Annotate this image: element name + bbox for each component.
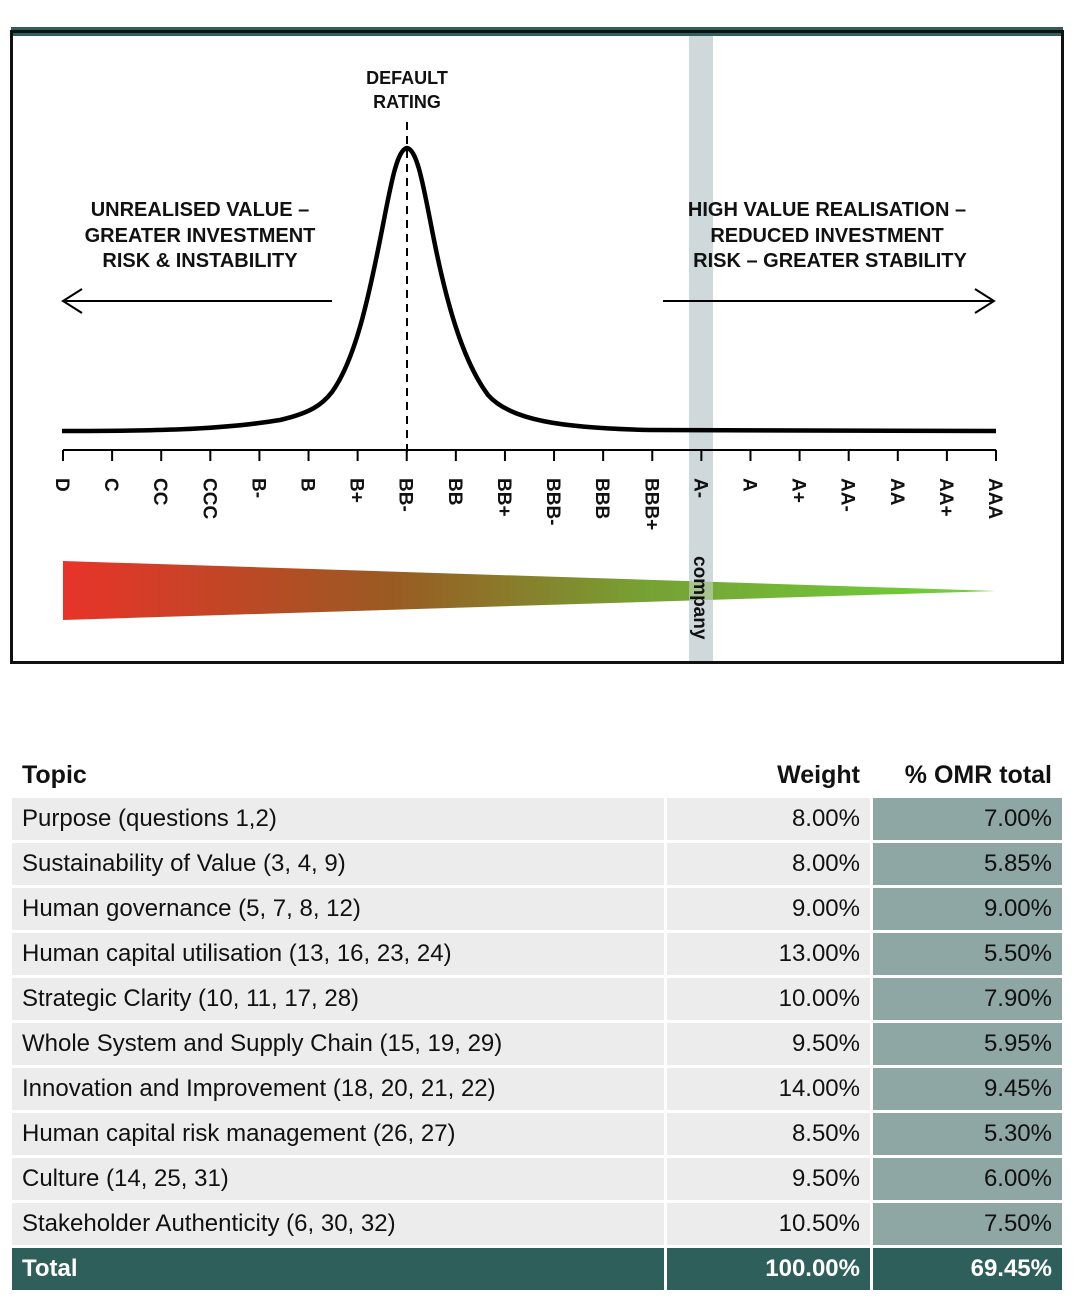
weight-cell: 9.50% <box>664 1023 870 1065</box>
rating-label: B+ <box>346 478 367 503</box>
rating-label: D <box>51 478 72 492</box>
rating-label: AA+ <box>935 478 956 517</box>
weight-cell: 10.50% <box>664 1203 870 1245</box>
right-text-line3: RISK – GREATER STABILITY <box>693 250 967 272</box>
rating-label: BBB- <box>542 478 563 526</box>
rating-label: CC <box>149 478 170 506</box>
rating-diagram-svg: D C CC CCC B- B B+ BB- BB BB+ BBB- BBB BBB+ A- A A+ AA- A… <box>10 27 1064 664</box>
topic-cell: Innovation and Improvement (18, 20, 21, … <box>12 1068 664 1110</box>
topic-cell: Stakeholder Authenticity (6, 30, 32) <box>12 1203 664 1245</box>
rating-label: B <box>297 478 318 492</box>
left-arrow <box>61 288 332 314</box>
rating-label: BB- <box>395 478 416 512</box>
omr-cell: 7.00% <box>870 798 1062 840</box>
right-text-line2: REDUCED INVESTMENT <box>710 225 943 247</box>
topic-cell: Purpose (questions 1,2) <box>12 798 664 840</box>
omr-cell: 9.00% <box>870 888 1062 930</box>
distribution-curve <box>61 145 997 434</box>
table-row: Innovation and Improvement (18, 20, 21, … <box>12 1068 1062 1110</box>
omr-table: Topic Weight % OMR total Purpose (questi… <box>12 752 1062 1293</box>
rating-label: A <box>738 478 759 492</box>
header-weight: Weight <box>777 760 860 789</box>
table-row: Human governance (5, 7, 8, 12) 9.00% 9.00% <box>12 888 1062 930</box>
weight-cell: 8.00% <box>664 843 870 885</box>
company-label: company <box>689 556 710 640</box>
rating-ticks <box>62 450 997 461</box>
left-text-line3: RISK & INSTABILITY <box>102 250 298 272</box>
rating-label: BB <box>444 478 465 505</box>
table-row: Culture (14, 25, 31) 9.50% 6.00% <box>12 1158 1062 1200</box>
rating-label: A+ <box>788 478 809 503</box>
topic-cell: Culture (14, 25, 31) <box>12 1158 664 1200</box>
rating-label: C <box>100 478 121 492</box>
risk-gradient-wedge <box>63 561 996 620</box>
omr-cell: 5.95% <box>870 1023 1062 1065</box>
weight-cell: 9.00% <box>664 888 870 930</box>
omr-cell: 7.90% <box>870 978 1062 1020</box>
weight-cell: 14.00% <box>664 1068 870 1110</box>
company-highlight-overlay <box>689 560 713 622</box>
omr-cell: 6.00% <box>870 1158 1062 1200</box>
rating-label: CCC <box>198 478 219 519</box>
table-row: Purpose (questions 1,2) 8.00% 7.00% <box>12 798 1062 840</box>
omr-cell: 7.50% <box>870 1203 1062 1245</box>
rating-label: AAA <box>984 478 1005 519</box>
omr-table-container: Topic Weight % OMR total Purpose (questi… <box>12 752 1062 1293</box>
topic-cell: Human capital utilisation (13, 16, 23, 2… <box>12 933 664 975</box>
table-body: Purpose (questions 1,2) 8.00% 7.00% Sustain… <box>12 798 1062 1290</box>
diagram-frame <box>10 30 1064 664</box>
right-arrow <box>663 288 996 314</box>
omr-cell: 5.85% <box>870 843 1062 885</box>
table-row: Human capital utilisation (13, 16, 23, 2… <box>12 933 1062 975</box>
header-omr: % OMR total <box>904 760 1052 789</box>
omr-cell: 5.50% <box>870 933 1062 975</box>
rating-label: A- <box>689 478 710 498</box>
table-row: Human capital risk management (26, 27) 8.… <box>12 1113 1062 1155</box>
total-label: Total <box>12 1248 664 1290</box>
rating-label: BB+ <box>493 478 514 517</box>
rating-diagram: D C CC CCC B- B B+ BB- BB BB+ BBB- BBB BBB+ A- A A+ AA- A… <box>10 27 1064 664</box>
left-text-line1: UNREALISED VALUE – <box>91 199 310 221</box>
table-row: Strategic Clarity (10, 11, 17, 28) 10.00%… <box>12 978 1062 1020</box>
topic-cell: Strategic Clarity (10, 11, 17, 28) <box>12 978 664 1020</box>
weight-cell: 8.50% <box>664 1113 870 1155</box>
default-label-line2: RATING <box>373 92 441 112</box>
header-topic: Topic <box>22 760 87 789</box>
rating-label: BBB <box>591 478 612 519</box>
table-header-row: Topic Weight % OMR total <box>12 755 1062 795</box>
total-omr: 69.45% <box>870 1248 1062 1290</box>
omr-cell: 9.45% <box>870 1068 1062 1110</box>
rating-label: AA- <box>837 478 858 512</box>
weight-cell: 13.00% <box>664 933 870 975</box>
company-highlight <box>689 36 713 661</box>
table-row: Sustainability of Value (3, 4, 9) 8.00% 5.… <box>12 843 1062 885</box>
rating-label: BBB+ <box>640 478 661 530</box>
right-text-line1: HIGH VALUE REALISATION – <box>688 199 966 221</box>
table-row: Stakeholder Authenticity (6, 30, 32) 10.5… <box>12 1203 1062 1245</box>
rating-label: AA <box>886 478 907 506</box>
rating-labels: D C CC CCC B- B B+ BB- BB BB+ BBB- BBB BBB+ A- A A+ AA- A… <box>51 478 1005 530</box>
topic-cell: Human governance (5, 7, 8, 12) <box>12 888 664 930</box>
table-row: Whole System and Supply Chain (15, 19, 2… <box>12 1023 1062 1065</box>
weight-cell: 10.00% <box>664 978 870 1020</box>
left-text-line2: GREATER INVESTMENT <box>85 225 316 247</box>
rating-label: B- <box>247 478 268 498</box>
omr-cell: 5.30% <box>870 1113 1062 1155</box>
total-row: Total 100.00% 69.45% <box>12 1248 1062 1290</box>
total-weight: 100.00% <box>664 1248 870 1290</box>
topic-cell: Sustainability of Value (3, 4, 9) <box>12 843 664 885</box>
topic-cell: Human capital risk management (26, 27) <box>12 1113 664 1155</box>
topic-cell: Whole System and Supply Chain (15, 19, 2… <box>12 1023 664 1065</box>
default-label-line1: DEFAULT <box>366 68 448 88</box>
weight-cell: 9.50% <box>664 1158 870 1200</box>
weight-cell: 8.00% <box>664 798 870 840</box>
